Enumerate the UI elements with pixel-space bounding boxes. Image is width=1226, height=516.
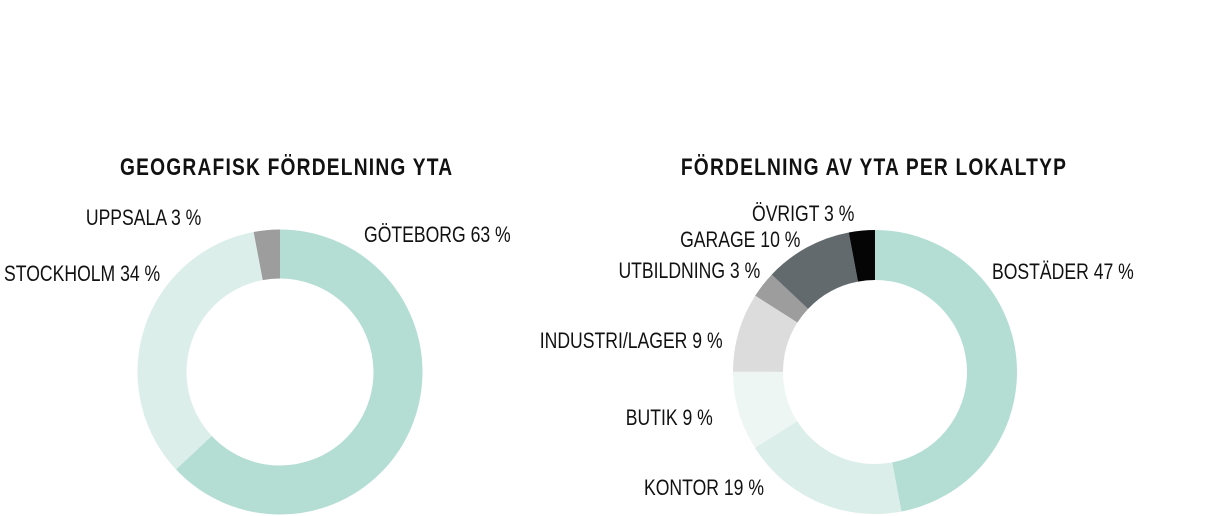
slice-label-uppsala: UPPSALA 3 % [85, 205, 201, 230]
chart-title-geografisk: GEOGRAFISK FÖRDELNING YTA [120, 154, 454, 181]
slice-label-bostader: BOSTÄDER 47 % [992, 259, 1134, 284]
slice-label-stockholm: STOCKHOLM 34 % [3, 261, 160, 286]
slice-label-ovrigt: ÖVRIGT 3 % [752, 201, 855, 226]
donut-slice-ovrigt [733, 230, 1017, 514]
donut-slice-butik [733, 230, 1017, 514]
slice-label-utbildning: UTBILDNING 3 % [618, 258, 760, 283]
slice-label-goteborg: GÖTEBORG 63 % [364, 222, 511, 247]
donut-slice-uppsala [137, 229, 423, 515]
slice-label-industri-lager: INDUSTRI/LAGER 9 % [540, 328, 723, 353]
donut-slice-kontor [733, 230, 1017, 514]
slice-label-garage: GARAGE 10 % [679, 227, 800, 252]
slice-label-butik: BUTIK 9 % [625, 405, 713, 430]
slice-label-kontor: KONTOR 19 % [644, 475, 764, 500]
chart-title-lokaltyp: FÖRDELNING AV YTA PER LOKALTYP [680, 154, 1068, 181]
donut-slice-stockholm [137, 229, 423, 515]
